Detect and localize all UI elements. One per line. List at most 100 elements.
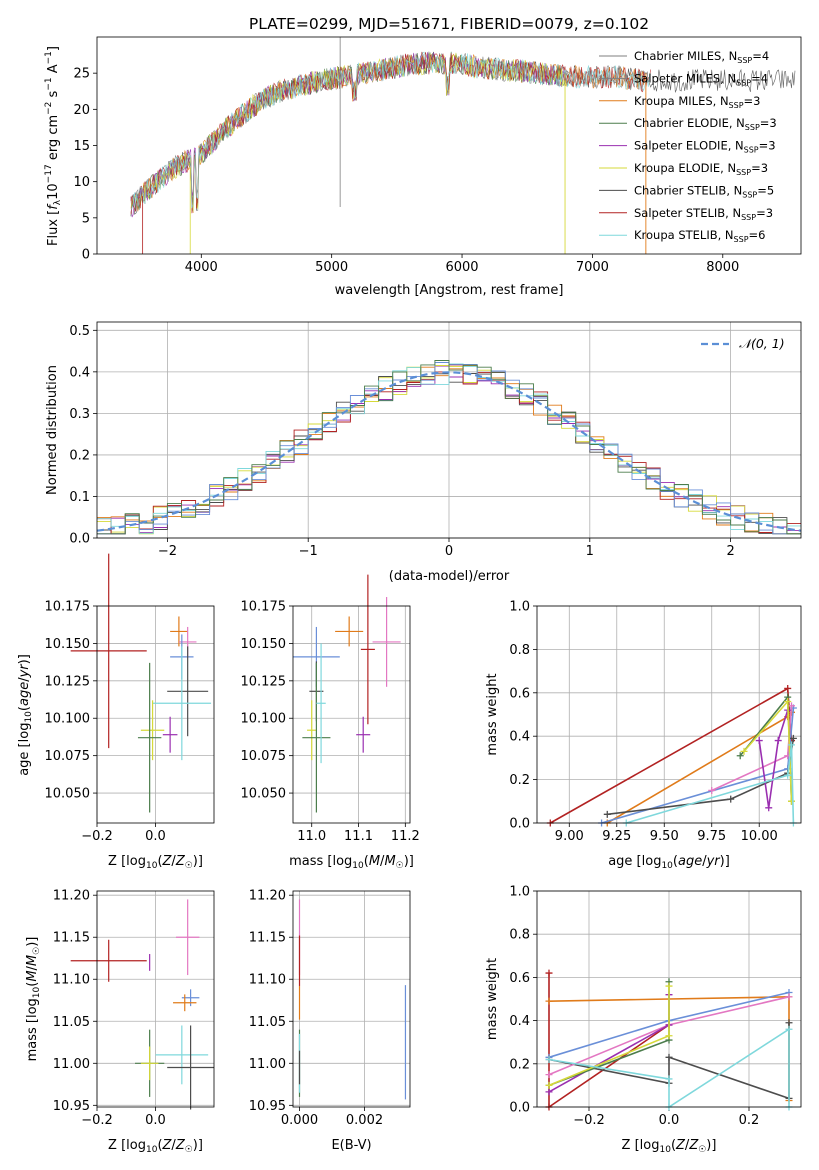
x-axis-label: wavelength [Angstrom, rest frame]	[335, 283, 564, 298]
errorbar-point	[140, 1046, 159, 1081]
y-tick-label: 10.125	[241, 674, 287, 689]
y-tick-label: 0.4	[69, 365, 90, 380]
y-tick-label: 10.175	[45, 600, 91, 615]
x-axis-label: mass [log10(M/M☉)]	[289, 854, 414, 871]
mass-weight-marker	[784, 697, 792, 705]
x-tick-label: 4000	[185, 260, 218, 275]
legend-label: Salpeter ELODIE, NSSP=3	[634, 139, 776, 155]
mass-weight-marker	[774, 737, 782, 745]
y-tick-label: 10.050	[45, 787, 91, 802]
x-tick-label: 7000	[576, 260, 609, 275]
mass-weight-marker	[665, 1075, 673, 1083]
legend-label: Kroupa STELIB, NSSP=6	[634, 228, 765, 244]
spectrum-line	[130, 51, 651, 214]
mass-vs-ebv-frame	[292, 890, 411, 1108]
y-axis-label: Flux [fλ10−17 erg cm−2 s−1 A−1]	[44, 46, 63, 246]
spectrum-series-group	[130, 37, 796, 254]
y-tick-label: 10.075	[241, 749, 287, 764]
y-tick-label: 11.15	[249, 931, 286, 946]
mass-weight-marker	[545, 969, 553, 977]
mass-weight-line	[626, 744, 795, 824]
y-tick-label: 10.100	[241, 712, 287, 727]
errorbar-point	[302, 662, 331, 813]
residuals-legend: 𝒩(0, 1)	[701, 336, 785, 351]
residuals-histograms	[96, 360, 802, 535]
errorbar-point	[360, 574, 375, 725]
y-tick-label: 0.3	[69, 407, 90, 422]
x-axis-label: Z [log10(Z/Z☉)]	[622, 1138, 717, 1155]
mass-weight-vs-z-series	[545, 969, 793, 1111]
y-tick-label: 1.0	[509, 885, 530, 900]
x-axis-label: E(B-V)	[331, 1138, 371, 1153]
y-tick-label: 11.10	[249, 973, 286, 988]
errorbar-point	[140, 700, 165, 761]
mass-weight-line	[607, 738, 795, 816]
x-tick-label: −1	[299, 544, 318, 559]
mass-weight-marker	[740, 747, 748, 755]
errorbar-point	[137, 662, 162, 813]
mass-weight-marker	[727, 795, 735, 803]
y-tick-label: 0.2	[509, 773, 530, 788]
mass-vs-ebv-axes: 0.000 0.002 10.95 11.00 11.05 11.10 11.15 11.20	[249, 889, 410, 1128]
mass-vs-z-points	[70, 899, 214, 1110]
spectrum-frame	[96, 36, 802, 255]
y-tick-label: 0.8	[509, 928, 530, 943]
mass-weight-marker	[736, 752, 744, 760]
y-tick-label: 20	[73, 103, 90, 118]
age-vs-z-frame	[96, 605, 215, 824]
chart-title: PLATE=0299, MJD=51671, FIBERID=0079, z=0…	[249, 15, 649, 33]
mass-weight-marker	[665, 982, 673, 990]
y-tick-label: 10.100	[45, 712, 91, 727]
x-tick-label: 10.00	[741, 829, 778, 844]
x-tick-label: −2	[158, 544, 177, 559]
age-vs-z-points	[70, 553, 212, 813]
mass-weight-marker	[785, 1025, 793, 1033]
y-tick-label: 11.20	[53, 889, 90, 904]
spectrum-legend: Chabrier MILES, NSSP=4 Salpeter MILES, NS…	[599, 49, 777, 244]
y-tick-label: 10.125	[45, 674, 91, 689]
mass-weight-marker	[784, 684, 792, 692]
y-axis-label: mass [log10(M/M☉)]	[25, 937, 42, 1062]
y-axis-label: age [log10(age/yr)]	[17, 654, 34, 776]
y-tick-label: 11.15	[53, 931, 90, 946]
x-axis-label: age [log10(age/yr)]	[608, 854, 730, 871]
mass-weight-marker	[545, 1081, 553, 1089]
y-tick-label: 10.075	[45, 749, 91, 764]
errorbar-point	[149, 954, 151, 971]
y-tick-label: 10.95	[249, 1099, 286, 1114]
mass-weight-marker	[788, 702, 796, 710]
mass-weight-marker	[665, 1032, 673, 1040]
errorbar-point	[316, 643, 326, 764]
x-tick-label: 9.50	[650, 829, 679, 844]
y-tick-label: 0	[82, 248, 90, 263]
y-tick-label: 0.6	[509, 686, 530, 701]
age-vs-z-axes: −0.2 0.0 10.050 10.075 10.100 10.125 10.150 10.…	[45, 600, 214, 844]
residuals-axes: −2 −1 0 1 2 0.0 0.1 0.2 0.3 0.4 0.5	[69, 322, 801, 559]
age-vs-mass-points	[293, 574, 401, 813]
y-tick-label: 0.8	[509, 643, 530, 658]
y-tick-label: 10.150	[241, 637, 287, 652]
x-tick-label: 2	[726, 544, 734, 559]
legend-label: Chabrier MILES, NSSP=4	[634, 49, 769, 65]
y-axis-label: Normed distribution	[45, 365, 60, 495]
y-axis-label: mass weight	[485, 673, 500, 755]
mass-weight-marker	[755, 737, 763, 745]
x-tick-label: 1	[586, 544, 594, 559]
y-tick-label: 5	[82, 211, 90, 226]
residuals-frame	[96, 321, 802, 539]
errorbar-point	[162, 716, 178, 753]
x-tick-label: 9.25	[602, 829, 631, 844]
y-tick-label: 0.0	[509, 817, 530, 832]
mass-weight-vs-z-axes: −0.2 0.0 0.2 0.0 0.2 0.4 0.6 0.8 1.0	[509, 885, 801, 1128]
mass-weight-line	[758, 709, 789, 808]
mass-weight-marker	[545, 997, 553, 1005]
x-axis-label: Z [log10(Z/Z☉)]	[108, 854, 203, 871]
x-tick-label: 11.2	[391, 829, 420, 844]
legend-label: Kroupa MILES, NSSP=3	[634, 94, 760, 110]
spectrum-line	[130, 51, 567, 212]
y-tick-label: 10.050	[241, 787, 287, 802]
errorbar-point	[175, 899, 200, 976]
age-vs-mass-axes: 11.0 11.1 11.2 10.050 10.075 10.100 10.125 10.1…	[241, 600, 420, 845]
x-tick-label: −0.2	[81, 829, 113, 844]
